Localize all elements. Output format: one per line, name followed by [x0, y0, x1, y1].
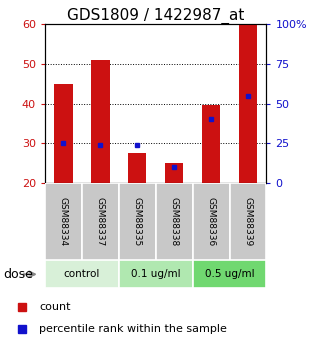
- Bar: [45, 183, 82, 260]
- Bar: [230, 183, 266, 260]
- Bar: [165, 163, 183, 183]
- Text: GSM88334: GSM88334: [59, 197, 68, 246]
- Bar: [54, 84, 73, 183]
- Title: GDS1809 / 1422987_at: GDS1809 / 1422987_at: [67, 8, 244, 24]
- Bar: [91, 60, 109, 183]
- Text: GSM88336: GSM88336: [206, 197, 216, 246]
- Bar: [156, 183, 193, 260]
- Text: GSM88338: GSM88338: [169, 197, 179, 246]
- Bar: [45, 260, 119, 288]
- Text: 0.5 ug/ml: 0.5 ug/ml: [205, 269, 254, 279]
- Text: GSM88339: GSM88339: [243, 197, 253, 246]
- Text: dose: dose: [3, 268, 33, 281]
- Bar: [193, 183, 230, 260]
- Bar: [82, 183, 119, 260]
- Text: GSM88337: GSM88337: [96, 197, 105, 246]
- Bar: [239, 24, 257, 183]
- Text: control: control: [64, 269, 100, 279]
- Text: GSM88335: GSM88335: [133, 197, 142, 246]
- Bar: [119, 183, 156, 260]
- Bar: [193, 260, 266, 288]
- Bar: [128, 153, 146, 183]
- Text: count: count: [39, 302, 71, 312]
- Text: 0.1 ug/ml: 0.1 ug/ml: [131, 269, 180, 279]
- Text: percentile rank within the sample: percentile rank within the sample: [39, 324, 227, 334]
- Bar: [119, 260, 193, 288]
- Bar: [202, 106, 220, 183]
